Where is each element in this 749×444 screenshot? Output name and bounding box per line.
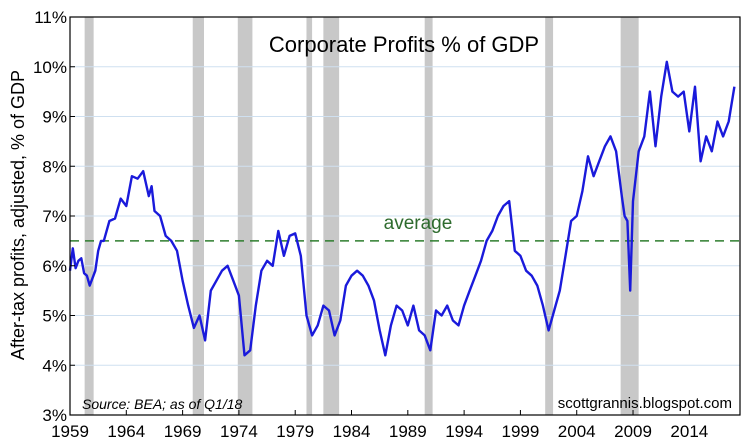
x-tick-label-1984: 1984: [333, 422, 371, 441]
y-tick-label-7: 7%: [42, 207, 67, 226]
x-tick-label-1994: 1994: [445, 422, 483, 441]
blog-credit: scottgrannis.blogspot.com: [558, 395, 732, 412]
y-tick-label-9: 9%: [42, 108, 67, 127]
series-line-profits: [68, 60, 736, 357]
y-tick-label-3: 3%: [42, 406, 67, 425]
y-tick-label-5: 5%: [42, 307, 67, 326]
y-tick-label-8: 8%: [42, 157, 67, 176]
x-tick-label-2014: 2014: [670, 422, 708, 441]
x-tick-label-1989: 1989: [389, 422, 427, 441]
x-tick-label-1974: 1974: [220, 422, 258, 441]
y-axis-label: After-tax profits, adjusted, % of GDP: [8, 70, 28, 360]
x-tick-label-1969: 1969: [164, 422, 202, 441]
x-tick-label-1999: 1999: [502, 422, 540, 441]
y-axis-ticks: 3% 4% 5% 6% 7% 8% 9% 10% 11%: [33, 8, 75, 425]
y-tick-label-4: 4%: [42, 356, 67, 375]
x-tick-label-1959: 1959: [51, 422, 89, 441]
x-tick-label-1964: 1964: [107, 422, 145, 441]
average-label: average: [384, 213, 453, 234]
y-tick-label-10: 10%: [33, 58, 67, 77]
y-tick-label-6: 6%: [42, 257, 67, 276]
chart-title: Corporate Profits % of GDP: [269, 32, 539, 57]
x-tick-label-2004: 2004: [558, 422, 596, 441]
source-note: Source: BEA; as of Q1/18: [82, 396, 243, 412]
y-tick-label-11: 11%: [34, 8, 67, 27]
horizontal-gridlines: [70, 66, 740, 366]
x-tick-label-2009: 2009: [614, 422, 652, 441]
x-axis-ticks: 1959 1964 1969 1974 1979 1984 1989 1994 1999 2004…: [51, 410, 708, 441]
x-tick-label-1979: 1979: [276, 422, 314, 441]
